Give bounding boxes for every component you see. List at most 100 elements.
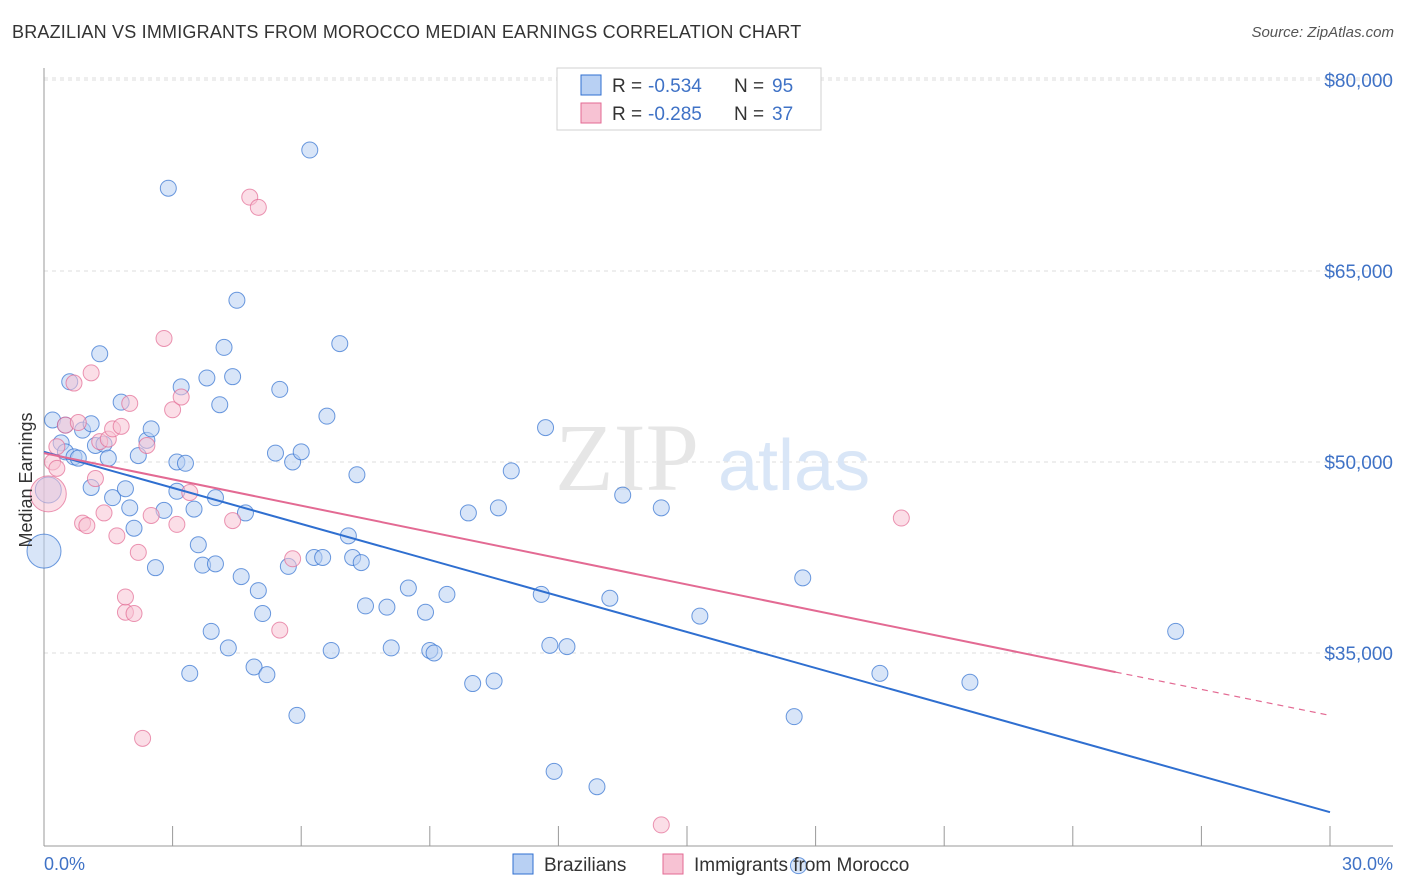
stats-swatch-blue (580, 74, 602, 96)
y-tick-label: $50,000 (1324, 453, 1393, 474)
morocco-point (95, 504, 113, 522)
brazilians-point (288, 706, 306, 724)
brazilians-point (485, 672, 503, 690)
trend-lines (43, 450, 1331, 814)
morocco-point (29, 475, 67, 513)
legend-label-brazilians: Brazilians (544, 855, 626, 876)
morocco-point (48, 459, 66, 477)
brazilians-point (601, 589, 619, 607)
brazilians-point (232, 568, 250, 586)
brazilians-point (249, 582, 267, 600)
brazilians-point (464, 675, 482, 693)
brazilians-point (142, 420, 160, 438)
morocco-point (134, 729, 152, 747)
brazilians-point (314, 549, 332, 566)
y-tick-label: $65,000 (1324, 262, 1393, 283)
brazilians-point (159, 179, 177, 197)
brazilians-point (785, 708, 803, 726)
morocco-point (172, 388, 190, 406)
brazilians-point (254, 605, 272, 623)
x-tick-labels: 0.0% 30.0% (44, 854, 1393, 874)
brazilians-point (176, 454, 194, 472)
morocco-point (121, 394, 139, 412)
brazilians-point (121, 499, 139, 517)
morocco-point (82, 364, 100, 382)
brazilians-point (258, 666, 276, 684)
stats-n-value: 95 (772, 76, 793, 97)
y-tick-labels: $35,000 $50,000 $65,000 $80,000 (1324, 71, 1393, 665)
morocco-point (652, 816, 670, 834)
morocco-point (168, 515, 186, 533)
brazilians-point (382, 639, 400, 657)
brazilians-point (871, 664, 889, 682)
morocco-point (271, 621, 289, 639)
stats-n-value: 37 (772, 104, 793, 125)
x-tick-label: 0.0% (44, 854, 85, 874)
brazilians-point (438, 585, 456, 603)
brazilians-point (588, 778, 606, 796)
morocco-point (284, 550, 302, 568)
brazilians-point (185, 500, 203, 518)
stats-n-label: N = (734, 76, 764, 97)
brazilians-point (425, 644, 443, 662)
brazilians-point (691, 607, 709, 625)
stats-n-label: N = (734, 104, 764, 125)
brazilians-point (502, 462, 520, 480)
brazilians-point (301, 141, 319, 159)
brazilians-point (541, 636, 559, 654)
brazilians-point (794, 569, 812, 587)
y-axis-label-wrap: Median Earnings (14, 380, 38, 580)
grid (44, 77, 1393, 654)
brazilians-point (146, 559, 164, 577)
y-tick-label: $35,000 (1324, 644, 1393, 665)
stats-r-label: R = (612, 104, 642, 125)
brazilians-point (211, 396, 229, 414)
brazilians-point (202, 622, 220, 640)
stats-r-value: -0.285 (648, 104, 702, 125)
brazilians-point (399, 579, 417, 597)
morocco-point (164, 401, 182, 419)
axes (43, 68, 1393, 847)
brazilians-point (104, 489, 122, 507)
stats-swatch-pink (580, 102, 602, 124)
morocco-trend-extension (1115, 671, 1331, 716)
chart-title: BRAZILIAN VS IMMIGRANTS FROM MOROCCO MED… (12, 22, 802, 42)
morocco-point (78, 517, 96, 535)
watermark: ZIP atlas (555, 404, 870, 511)
brazilians-point (224, 368, 242, 386)
legend-swatch-morocco (662, 853, 684, 875)
morocco-point (155, 329, 173, 347)
brazilians-point (352, 554, 370, 572)
brazilians-point (614, 486, 632, 504)
brazilians-point (318, 407, 336, 425)
morocco-trend-line (43, 452, 1116, 674)
scatter-points (26, 141, 1185, 875)
morocco-point (892, 509, 910, 527)
stats-r-label: R = (612, 76, 642, 97)
source-credit: Source: ZipAtlas.com (1251, 24, 1394, 41)
stats-legend: R = -0.534 N = 95 R = -0.285 N = 37 (556, 67, 822, 131)
morocco-point (86, 470, 104, 488)
brazilians-point (228, 291, 246, 309)
brazilians-point (322, 641, 340, 659)
brazilians-point (1167, 622, 1185, 640)
brazilians-point (789, 857, 807, 875)
brazilians-point (206, 555, 224, 573)
brazilians-point (545, 762, 563, 780)
morocco-point (108, 527, 126, 545)
morocco-point (129, 543, 147, 561)
brazilians-point (116, 480, 134, 498)
y-axis-label: Median Earnings (16, 412, 36, 547)
morocco-point (48, 438, 66, 456)
brazilians-point (961, 673, 979, 691)
brazilians-point (125, 519, 143, 537)
brazilians-point (245, 658, 263, 676)
brazilians-point (181, 664, 199, 682)
brazilians-point (357, 597, 374, 615)
morocco-point (224, 512, 242, 530)
morocco-point (142, 506, 160, 524)
morocco-point (65, 374, 83, 392)
brazilians-point (292, 443, 310, 461)
brazilians-point (558, 638, 576, 656)
